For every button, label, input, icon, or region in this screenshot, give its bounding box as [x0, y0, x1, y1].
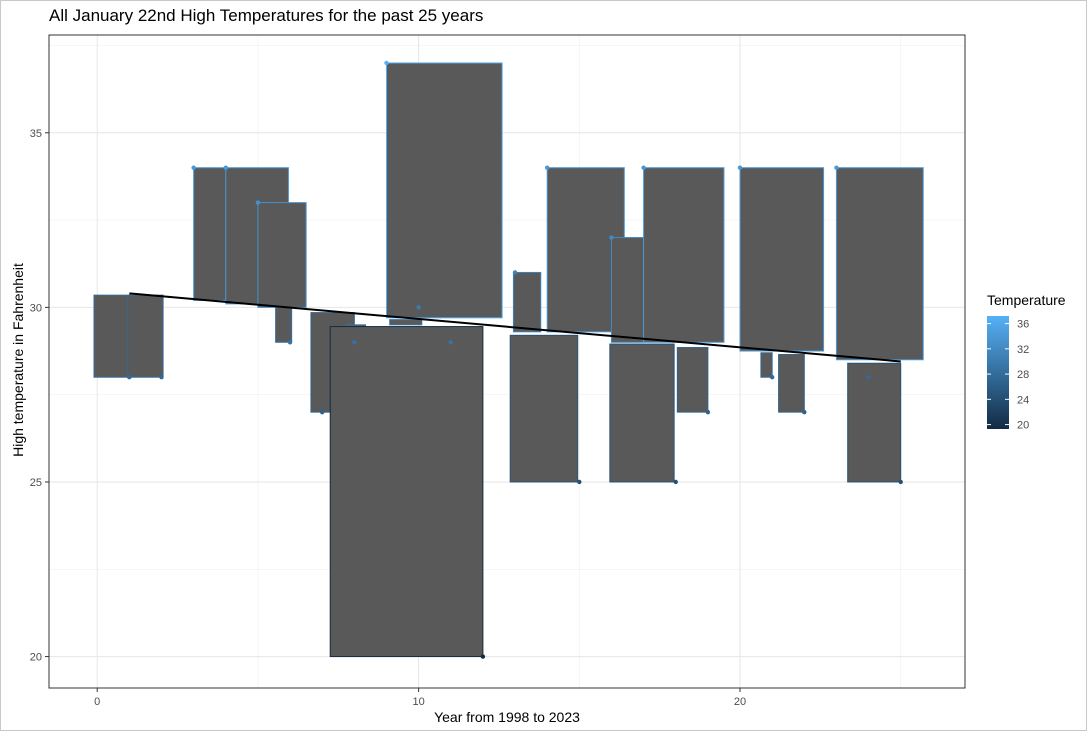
- data-point: [866, 375, 871, 380]
- bar: [389, 319, 423, 326]
- data-point: [127, 375, 132, 380]
- bar: [847, 362, 902, 483]
- data-point: [287, 340, 293, 345]
- x-tick-label: 10: [412, 696, 424, 708]
- bar: [127, 294, 164, 378]
- data-point: [319, 409, 325, 415]
- trend-line: [129, 292, 901, 363]
- x-axis-title: Year from 1998 to 2023: [434, 709, 580, 725]
- data-point: [673, 479, 678, 485]
- data-point: [641, 165, 646, 170]
- x-tick-label: 20: [734, 696, 746, 708]
- legend-tick-label: 20: [1017, 420, 1029, 432]
- data-point: [223, 165, 228, 170]
- bar: [509, 334, 579, 483]
- bar: [610, 237, 645, 343]
- bar: [835, 167, 924, 361]
- bar: [329, 326, 484, 658]
- data-point: [769, 375, 775, 380]
- axis-layer: 0 10 20 20 25 30 35: [30, 128, 746, 708]
- legend-tick-label: 28: [1017, 369, 1029, 381]
- bar: [385, 62, 503, 319]
- data-point: [512, 270, 518, 275]
- data-point: [416, 305, 421, 310]
- y-tick-label: 35: [30, 128, 42, 140]
- bar: [512, 271, 542, 333]
- data-point: [705, 409, 711, 415]
- bar: [193, 167, 228, 301]
- bar: [760, 352, 773, 378]
- y-tick-label: 30: [30, 302, 42, 314]
- bar: [275, 306, 293, 343]
- legend-layer: 36 32 28 24 20: [987, 319, 1029, 432]
- plot-panel: [48, 34, 966, 689]
- data-point: [352, 340, 357, 345]
- data-point: [737, 165, 743, 170]
- point-layer: [127, 60, 903, 659]
- bar: [257, 202, 307, 308]
- bar: [778, 354, 805, 413]
- data-point: [480, 654, 486, 659]
- legend-colorbar: [987, 316, 1009, 429]
- plot-border: [48, 34, 966, 689]
- chart-title: All January 22nd High Temperatures for t…: [49, 6, 484, 25]
- x-tick-label: 0: [94, 696, 100, 708]
- data-point: [802, 409, 807, 415]
- data-point: [384, 60, 389, 66]
- bar: [609, 343, 675, 483]
- legend-tick-label: 24: [1017, 394, 1029, 406]
- bar: [739, 167, 825, 352]
- data-point: [191, 165, 196, 170]
- data-point: [448, 340, 453, 345]
- legend-tick-label: 36: [1017, 319, 1029, 331]
- y-tick-label: 20: [30, 652, 42, 664]
- y-tick-label: 25: [30, 477, 42, 489]
- data-point: [609, 235, 614, 240]
- legend-tick-label: 32: [1017, 344, 1029, 356]
- data-point: [255, 200, 261, 205]
- y-axis-title: High temperature in Fahrenheit: [10, 263, 26, 457]
- data-point: [544, 165, 550, 170]
- trend-layer: [129, 292, 901, 363]
- legend-title: Temperature: [987, 292, 1066, 308]
- data-point: [159, 375, 164, 380]
- bar-layer: [93, 62, 924, 658]
- bar: [676, 347, 709, 413]
- bar: [93, 294, 132, 378]
- data-point: [898, 479, 903, 485]
- data-point: [577, 479, 582, 485]
- data-point: [834, 165, 839, 170]
- bar: [643, 167, 725, 343]
